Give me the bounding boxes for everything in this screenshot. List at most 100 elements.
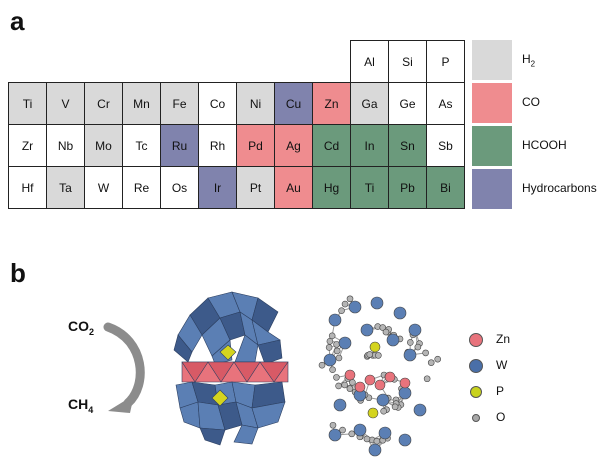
reactant-sub: 2 (89, 326, 95, 337)
zinc-atom (374, 379, 386, 391)
zinc-facet (233, 361, 261, 383)
ball-and-stick-structure (318, 295, 442, 457)
element-cell-as: As (426, 82, 465, 125)
oxygen-atom (375, 352, 382, 359)
oxygen-atom (325, 344, 333, 351)
periodic-table: Al Si P Ti V Cr Mn Fe Co Ni Cu Zn Ga Ge As Zr Nb Mo Tc Ru Rh… (8, 40, 466, 210)
tungsten-atom (376, 393, 390, 407)
element-cell-w: W (84, 166, 123, 209)
top-tungsten-polyhedron (257, 339, 283, 365)
legend-label: HCOOH (522, 138, 567, 152)
oxygen-atom (333, 347, 341, 355)
tungsten-atom (378, 426, 392, 440)
tungsten-atom (413, 403, 427, 417)
legend-label-main: Hydrocarbons (522, 181, 597, 195)
element-cell-ge: Ge (388, 82, 427, 125)
oxygen-atom (326, 338, 334, 345)
element-cell-ta: Ta (46, 166, 85, 209)
phosphorus-atom (369, 341, 381, 353)
legend-item-co: CO (472, 83, 602, 123)
tungsten-atom (328, 313, 342, 327)
oxygen-atom (328, 332, 336, 340)
element-cell-ir: Ir (198, 166, 237, 209)
element-cell-hf: Hf (8, 166, 47, 209)
oxygen-atom (335, 354, 343, 362)
zinc-atom (354, 381, 366, 393)
tungsten-atom (348, 300, 362, 314)
legend-label-sub: 2 (530, 59, 536, 69)
oxygen-atom (329, 421, 337, 429)
zinc-atom (344, 369, 356, 381)
element-cell-re: Re (122, 166, 161, 209)
legend-label: Hydrocarbons (522, 181, 597, 195)
atom-legend-item-zn: Zn (466, 330, 586, 350)
bottom-tungsten-polyhedron (233, 424, 259, 445)
element-cell-ni: Ni (236, 82, 275, 125)
oxygen-atom (341, 300, 349, 308)
atom-legend-label: W (496, 358, 508, 372)
phosphorus-atom (367, 407, 379, 419)
element-cell-cu: Cu (274, 82, 313, 125)
legend-label-main: CO (522, 95, 540, 109)
element-cell-hg: Hg (312, 166, 351, 209)
element-cell-cd: Cd (312, 124, 351, 167)
oxygen-atom (318, 361, 326, 369)
oxygen-atom (346, 385, 354, 392)
element-cell-zn: Zn (312, 82, 351, 125)
oxygen-atom (434, 355, 442, 363)
oxygen-atom (422, 349, 429, 357)
oxygen-atom (382, 328, 390, 336)
bottom-tungsten-polyhedron (199, 427, 226, 446)
atom-swatch-icon (469, 333, 483, 347)
oxygen-atom (333, 374, 340, 381)
element-cell-ti: Ti (350, 166, 389, 209)
element-cell-v: V (46, 82, 85, 125)
element-cell-zr: Zr (8, 124, 47, 167)
reactant-main: CO (68, 318, 89, 334)
tungsten-atom (338, 336, 352, 350)
legend-item-hcooh: HCOOH (472, 126, 602, 166)
tungsten-atom (370, 296, 384, 310)
product-formula: CH4 (68, 396, 93, 415)
reactant-formula: CO2 (68, 318, 94, 337)
atom-legend-label: P (496, 384, 505, 398)
tungsten-atom (368, 443, 382, 457)
element-cell-bi: Bi (426, 166, 465, 209)
panel-a-label: a (10, 6, 25, 36)
zinc-facet (207, 361, 235, 383)
oxygen-atom (380, 407, 387, 415)
atom-swatch-icon (470, 386, 482, 398)
legend-swatch (472, 83, 512, 123)
legend-swatch (472, 40, 512, 80)
bottom-phosphate-tetrahedron (211, 389, 229, 407)
atom-legend-item-p: P (466, 382, 586, 402)
oxygen-atom (391, 403, 399, 411)
oxygen-atom (414, 343, 422, 351)
element-cell-p: P (426, 40, 465, 83)
oxygen-atom (427, 359, 435, 366)
atom-swatch-icon (469, 359, 483, 373)
element-cell-ga: Ga (350, 82, 389, 125)
oxygen-atom (379, 324, 387, 331)
element-cell-os: Os (160, 166, 199, 209)
product-main: CH (68, 396, 89, 412)
atom-legend-label: Zn (496, 332, 511, 346)
oxygen-atom (366, 351, 374, 358)
zinc-facet (181, 361, 209, 383)
tungsten-atom (353, 423, 367, 437)
tungsten-atom (386, 333, 400, 347)
atom-legend-item-w: W (466, 356, 586, 376)
element-cell-pb: Pb (388, 166, 427, 209)
tungsten-atom (408, 323, 422, 337)
oxygen-atom (329, 366, 336, 374)
element-cell-ti: Ti (8, 82, 47, 125)
top-phosphate-tetrahedron (219, 344, 237, 361)
tungsten-atom (398, 433, 412, 447)
element-cell-rh: Rh (198, 124, 237, 167)
element-cell-fe: Fe (160, 82, 199, 125)
legend-item-h2: H2 (472, 40, 602, 80)
element-cell-ag: Ag (274, 124, 313, 167)
element-cell-co: Co (198, 82, 237, 125)
oxygen-atom (346, 295, 354, 303)
oxygen-atom (373, 437, 381, 445)
